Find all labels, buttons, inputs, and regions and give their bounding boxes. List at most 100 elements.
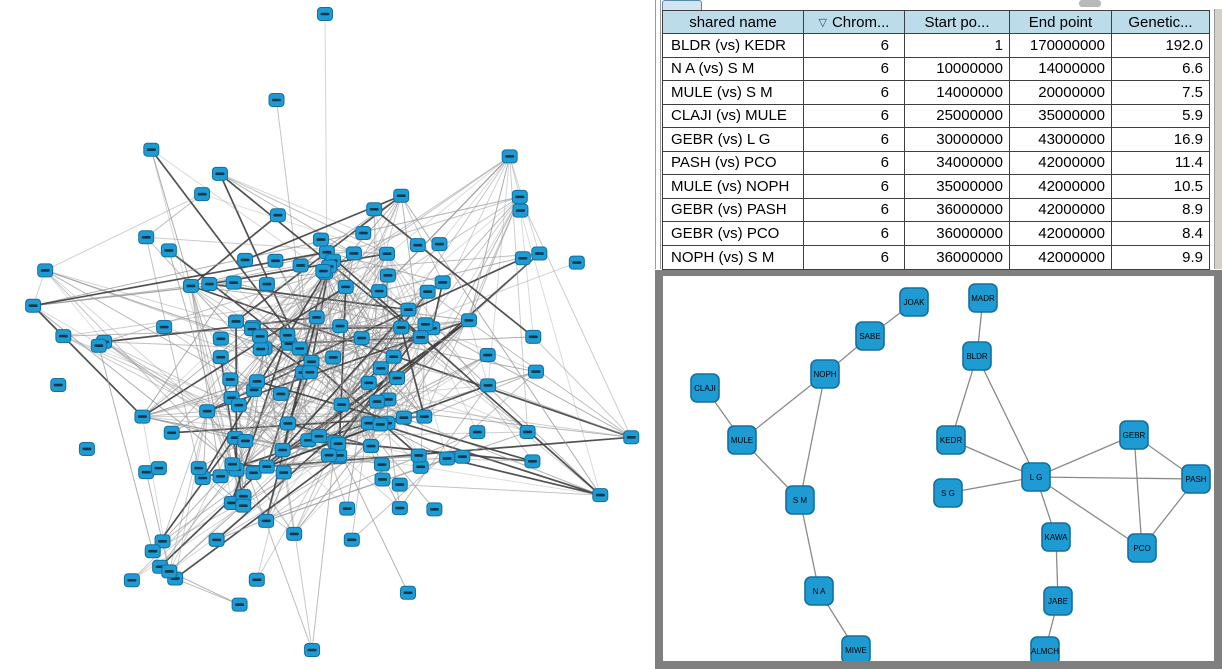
network-edge[interactable] [219,173,355,254]
network-node[interactable] [50,378,67,393]
network-edge[interactable] [376,401,420,456]
network-node[interactable] [393,188,410,203]
network-edge[interactable] [386,253,426,325]
network-edge[interactable] [420,324,427,467]
network-node[interactable] [274,442,291,457]
network-edge[interactable] [256,454,330,581]
network-node[interactable] [371,284,388,299]
network-edge-LG-GEBR[interactable] [1035,434,1135,478]
network-edge[interactable] [264,266,330,349]
network-edge[interactable] [33,282,234,307]
network-node[interactable] [78,441,95,456]
network-node[interactable] [154,534,171,549]
network-edge[interactable] [282,449,313,651]
network-node[interactable] [389,371,406,386]
network-node[interactable] [325,350,342,365]
network-node-GEBR[interactable]: GEBR [1119,420,1149,450]
network-node[interactable] [343,532,360,547]
network-node[interactable] [123,573,140,588]
table-row[interactable]: MULE (vs) NOPH 6 35000000 42000000 10.5 [663,175,1209,199]
network-node[interactable] [286,526,303,541]
column-header-shared-name[interactable]: shared name [663,11,804,34]
network-edge[interactable] [168,437,236,572]
network-node[interactable] [227,314,244,329]
network-edge[interactable] [487,156,511,386]
network-node[interactable] [248,374,265,389]
network-node[interactable] [222,372,239,387]
network-node[interactable] [231,597,248,612]
network-edge[interactable] [206,411,244,497]
network-node[interactable] [333,397,350,412]
network-node[interactable] [182,278,199,293]
network-node[interactable] [269,208,286,223]
network-node[interactable] [434,275,451,290]
network-node[interactable] [511,189,528,204]
network-node-MADR[interactable]: MADR [968,283,998,313]
network-node[interactable] [368,394,385,409]
network-edge[interactable] [235,195,402,323]
network-edge[interactable] [32,305,144,418]
network-edge[interactable] [379,253,540,292]
network-edge[interactable] [266,323,426,467]
network-edge[interactable] [190,285,222,477]
network-node[interactable] [391,501,408,516]
network-node[interactable] [372,361,389,376]
network-edge[interactable] [174,411,208,579]
network-edge[interactable] [442,196,521,283]
network-node-NA[interactable]: N A [804,576,834,606]
network-node[interactable] [379,268,396,283]
network-node[interactable] [480,378,497,393]
network-node-ALMCH[interactable]: ALMCH [1030,636,1060,661]
network-edge[interactable] [142,282,235,417]
network-node[interactable] [431,237,448,252]
network-edge[interactable] [425,323,632,438]
network-node[interactable] [37,263,54,278]
network-edge[interactable] [238,404,289,424]
network-node[interactable] [201,277,218,292]
network-edge[interactable] [324,13,328,253]
network-edge[interactable] [235,320,402,329]
network-node[interactable] [372,417,389,432]
network-node-MULE[interactable]: MULE [727,425,757,455]
network-node[interactable] [272,386,289,401]
network-edge[interactable] [345,286,402,328]
network-node-KAWA[interactable]: KAWA [1041,522,1071,552]
network-node[interactable] [400,302,417,317]
network-edge[interactable] [335,354,488,443]
network-edge[interactable] [145,237,200,469]
network-node[interactable] [378,246,395,261]
table-row[interactable]: BLDR (vs) KEDR 6 1 170000000 192.0 [663,34,1209,58]
network-edge[interactable] [201,266,330,479]
network-edge[interactable] [32,305,283,451]
network-node[interactable] [194,187,211,202]
network-edge[interactable] [532,336,632,438]
network-edge[interactable] [253,389,268,467]
network-edge[interactable] [519,210,534,337]
network-edge[interactable] [152,437,236,552]
network-edge[interactable] [150,149,244,506]
network-edge[interactable] [425,324,478,433]
network-edge[interactable] [142,410,208,418]
network-edge[interactable] [142,260,334,417]
network-edge[interactable] [141,286,347,418]
network-edge[interactable] [190,285,233,465]
network-node-CLAJI[interactable]: CLAJI [690,373,720,403]
table-row[interactable]: PASH (vs) PCO 6 34000000 42000000 11.4 [663,151,1209,175]
network-edge[interactable] [145,193,203,238]
network-node-SM[interactable]: S M [785,485,815,515]
network-node[interactable] [320,448,337,463]
network-edge[interactable] [446,457,601,496]
network-edge[interactable] [174,578,240,606]
network-node-LG[interactable]: L G [1021,462,1051,492]
network-node[interactable] [212,469,229,484]
network-node[interactable] [212,331,229,346]
network-node[interactable] [212,350,229,365]
panel-splitter[interactable] [655,0,656,269]
network-edge[interactable] [334,441,409,593]
table-row[interactable]: GEBR (vs) PASH 6 36000000 42000000 8.9 [663,198,1209,222]
network-node[interactable] [385,349,402,364]
network-node-JABE[interactable]: JABE [1043,586,1073,616]
network-edge[interactable] [386,423,401,509]
network-edge[interactable] [219,173,388,255]
network-edge[interactable] [131,505,244,581]
